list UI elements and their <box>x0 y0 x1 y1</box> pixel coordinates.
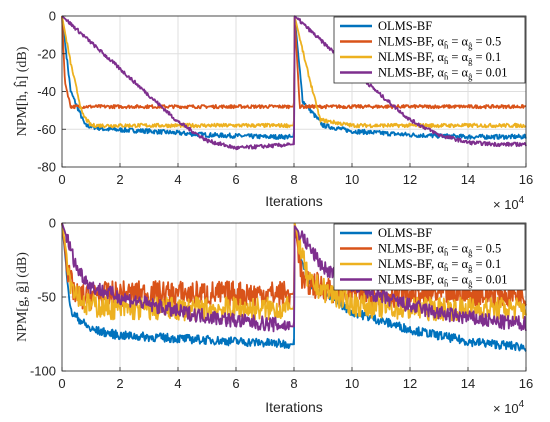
y-tick-label: -100 <box>30 364 56 379</box>
legend-entry-text: OLMS-BF <box>378 19 432 33</box>
x-tick-label: 10 <box>345 376 359 391</box>
y-tick-label: -80 <box>37 160 56 175</box>
x-tick-label: 8 <box>290 172 297 187</box>
x-tick-label: 12 <box>403 172 417 187</box>
series-line-4 <box>61 222 527 333</box>
y-tick-label: 0 <box>49 9 56 24</box>
y-axis-label: NPM[h, ĥ] (dB) <box>13 46 30 136</box>
y-axis-label: NPM[g, ĝ] (dB) <box>15 252 30 342</box>
y-tick-label: 0 <box>49 216 56 231</box>
y-tick-label: -40 <box>37 84 56 99</box>
x-exponent: × 104 <box>493 195 525 212</box>
series-line-4 <box>61 15 527 151</box>
x-exponent: × 104 <box>493 399 525 416</box>
x-tick-label: 4 <box>174 172 181 187</box>
y-tick-label: -60 <box>37 122 56 137</box>
x-tick-label: 12 <box>403 376 417 391</box>
x-tick-label: 6 <box>232 376 239 391</box>
x-tick-label: 2 <box>116 172 123 187</box>
x-tick-label: 4 <box>174 376 181 391</box>
chart-panel-1: 0 2 4 6 8 10 12 14 16 0 -20 -40 -60 -80 Iterations × 10… <box>13 9 533 213</box>
y-tick-label: -50 <box>37 290 56 305</box>
x-tick-label: 8 <box>290 376 297 391</box>
legend-entry-text: NLMS-BF, αĥ = αĝ = 0.01 <box>378 66 508 82</box>
x-axis-label: Iterations <box>265 193 323 209</box>
series-line-1 <box>61 222 527 352</box>
legend-entry-text: NLMS-BF, αĥ = αĝ = 0.5 <box>378 242 501 258</box>
legend-entry-text: OLMS-BF <box>378 226 432 240</box>
x-tick-label: 16 <box>519 376 533 391</box>
x-tick-label: 2 <box>116 376 123 391</box>
x-tick-label: 14 <box>461 376 475 391</box>
legend-entry-text: NLMS-BF, αĥ = αĝ = 0.1 <box>378 50 501 66</box>
x-tick-label: 14 <box>461 172 475 187</box>
x-axis-label: Iterations <box>265 399 323 415</box>
chart-panel-2: 0 2 4 6 8 10 12 14 16 0 -50 -100 Iterations × 104 NPM[… <box>15 216 533 417</box>
x-tick-label: 10 <box>345 172 359 187</box>
legend-entry-text: NLMS-BF, αĥ = αĝ = 0.5 <box>378 35 501 51</box>
x-tick-label: 0 <box>58 172 65 187</box>
y-tick-label: -20 <box>37 46 56 61</box>
x-tick-label: 16 <box>519 172 533 187</box>
x-tick-label: 6 <box>232 172 239 187</box>
legend-entry-text: NLMS-BF, αĥ = αĝ = 0.1 <box>378 257 501 273</box>
x-tick-label: 0 <box>58 376 65 391</box>
legend-entry-text: NLMS-BF, αĥ = αĝ = 0.01 <box>378 273 508 289</box>
